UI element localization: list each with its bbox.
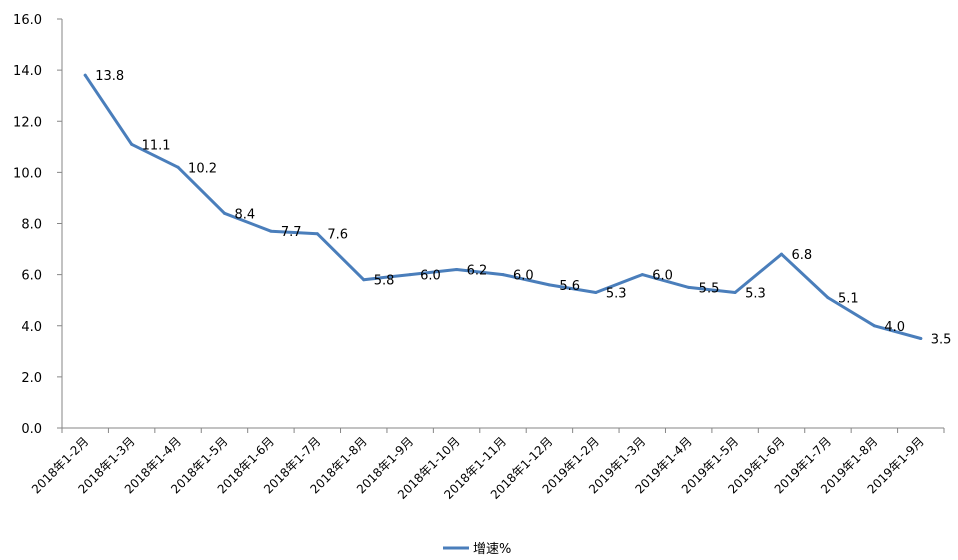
data-label: 8.4 [234, 207, 255, 222]
y-axis-ticks: 0.0 2.0 4.0 6.0 8.0 10.0 12.0 14.0 16.0 [13, 13, 62, 437]
data-point [362, 278, 366, 282]
data-point [83, 73, 87, 77]
data-point [826, 296, 830, 300]
data-point [315, 232, 319, 236]
data-label: 5.3 [606, 287, 627, 302]
data-label: 6.2 [467, 264, 488, 279]
y-tick-label: 4.0 [21, 320, 42, 335]
data-point [687, 285, 691, 289]
data-label: 7.7 [281, 225, 302, 240]
data-labels: 13.8 11.1 10.2 8.4 7.7 7.6 5.8 6.0 6.2 6.0 5.6 5.3 6… [95, 69, 951, 347]
data-label: 6.8 [792, 248, 813, 263]
data-label: 5.8 [374, 274, 395, 289]
data-point [733, 291, 737, 295]
data-label: 3.5 [931, 333, 952, 348]
series-group [83, 73, 923, 341]
legend-label: 增速% [473, 542, 511, 557]
y-tick-label: 0.0 [21, 422, 42, 437]
axes [61, 19, 944, 429]
data-point [130, 142, 134, 146]
data-point [872, 324, 876, 328]
y-tick-label: 14.0 [13, 64, 42, 79]
data-point [176, 165, 180, 169]
data-label: 6.0 [513, 269, 534, 284]
data-point [408, 273, 412, 277]
data-point [640, 273, 644, 277]
data-label: 11.1 [142, 138, 171, 153]
data-label: 5.6 [559, 279, 580, 294]
data-label: 5.5 [699, 281, 720, 296]
data-label: 5.1 [838, 292, 859, 307]
data-label: 7.6 [327, 228, 348, 243]
y-tick-label: 16.0 [13, 13, 42, 28]
data-point [547, 283, 551, 287]
series-line [83, 73, 923, 340]
data-label: 5.3 [745, 287, 766, 302]
data-point [269, 229, 273, 233]
data-point [501, 273, 505, 277]
data-point [919, 337, 923, 341]
data-point [780, 252, 784, 256]
y-tick-label: 8.0 [21, 218, 42, 233]
y-tick-label: 2.0 [21, 371, 42, 386]
y-tick-label: 10.0 [13, 166, 42, 181]
data-label: 13.8 [95, 69, 124, 84]
data-label: 6.0 [652, 269, 673, 284]
y-tick-label: 6.0 [21, 269, 42, 284]
data-point [455, 268, 459, 272]
data-point [222, 211, 226, 215]
x-axis-ticks: 2018年1-2月2018年1-3月2018年1-4月2018年1-5月2018… [29, 428, 945, 502]
data-label: 10.2 [188, 161, 217, 176]
data-label: 6.0 [420, 269, 441, 284]
y-tick-label: 12.0 [13, 115, 42, 130]
legend: 增速% [443, 542, 511, 557]
data-point [594, 291, 598, 295]
data-label: 4.0 [884, 320, 905, 335]
